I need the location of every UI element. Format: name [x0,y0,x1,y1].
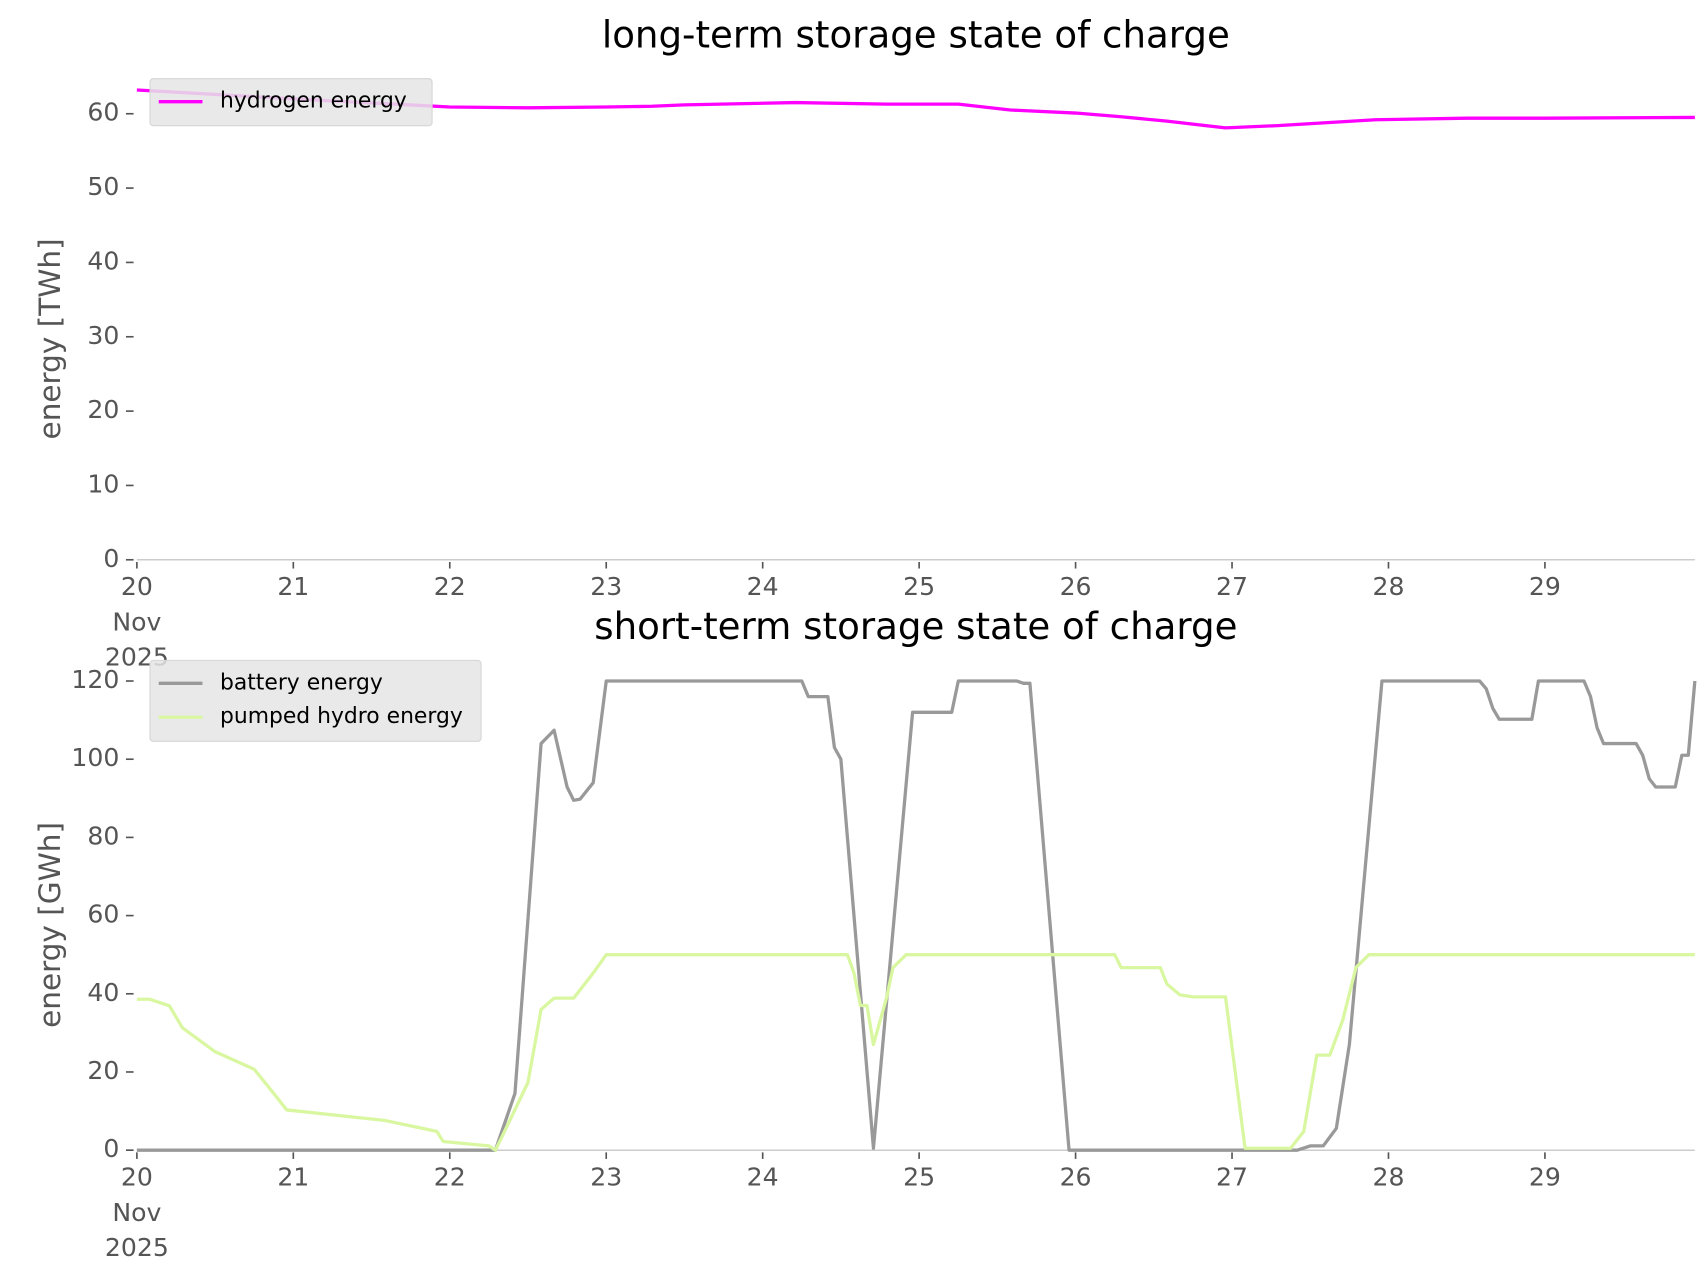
y-tick-label: 100 [71,743,119,772]
y-tick-label: 60 [87,900,119,929]
legend-label: hydrogen energy [220,89,407,114]
x-tick-label: 21 [277,572,309,601]
y-tick-label: 0 [103,544,119,573]
x-tick-label: 22 [434,1163,466,1192]
legend-label: battery energy [220,670,383,695]
x-tick-label: 26 [1060,1163,1092,1192]
legend-box [149,659,482,742]
x-tick-label: 25 [903,572,935,601]
y-tick-label: 80 [87,821,119,850]
y-tick-label: 120 [71,665,119,694]
y-axis-label: energy [TWh] [33,238,67,439]
x-tick-label: 27 [1216,1163,1248,1192]
x-tick-label: 25 [903,1163,935,1192]
y-tick-label: 20 [87,395,119,424]
y-tick-label: 50 [87,172,119,201]
x-tick-label: 20 Nov 2025 [105,1163,169,1262]
x-tick-label: 23 [590,1163,622,1192]
series-line [136,679,1697,1152]
x-tick-label: 27 [1216,572,1248,601]
x-tick-label: 22 [434,572,466,601]
chart-title: long-term storage state of charge [602,13,1230,57]
y-tick-label: 20 [87,1056,119,1085]
x-tick-label: 24 [747,572,779,601]
x-tick-label: 24 [747,1163,779,1192]
x-tick-label: 29 [1529,1163,1561,1192]
x-tick-label: 29 [1529,572,1561,601]
series-line [136,953,1695,1152]
y-tick-label: 0 [103,1134,119,1163]
chart-title: short-term storage state of charge [594,604,1237,648]
y-tick-label: 40 [87,978,119,1007]
x-tick-label: 21 [277,1163,309,1192]
y-tick-label: 60 [87,98,119,127]
y-axis-label: energy [GWh] [33,822,67,1028]
x-tick-label: 26 [1060,572,1092,601]
legend-label: pumped hydro energy [220,704,463,729]
legend: hydrogen energy [149,78,433,127]
y-tick-label: 10 [87,469,119,498]
x-tick-label: 23 [590,572,622,601]
legend-box [149,78,433,127]
legend: battery energy pumped hydro energy [149,659,482,742]
x-tick-label: 28 [1372,572,1404,601]
x-tick-label: 20 Nov 2025 [105,572,169,671]
series-line [136,88,1695,130]
x-tick-label: 28 [1372,1163,1404,1192]
y-tick-label: 40 [87,246,119,275]
y-tick-label: 30 [87,321,119,350]
